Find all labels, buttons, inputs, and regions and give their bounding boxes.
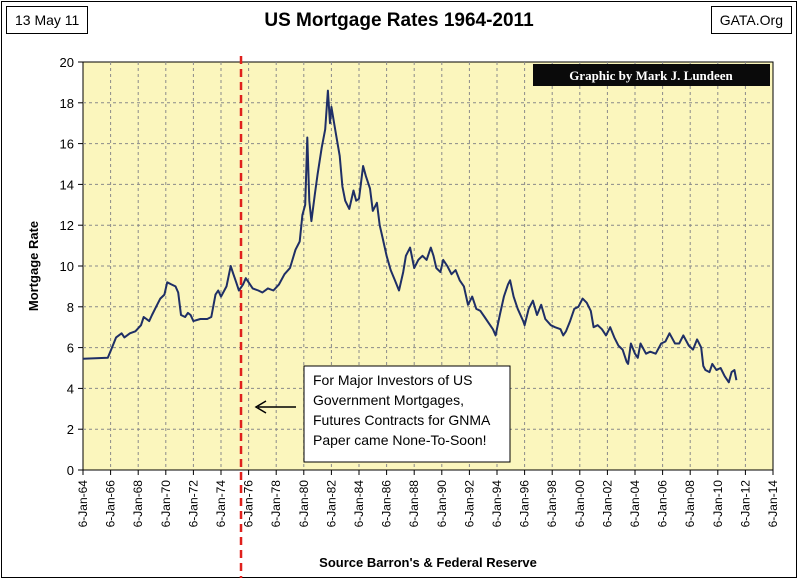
annotation-line-3: Futures Contracts for GNMA bbox=[313, 412, 491, 428]
y-tick-label: 18 bbox=[60, 96, 74, 111]
x-tick-label: 6-Jan-04 bbox=[628, 480, 642, 528]
y-tick-label: 4 bbox=[67, 381, 74, 396]
series-line bbox=[82, 89, 738, 384]
x-axis-title: Source Barron's & Federal Reserve bbox=[319, 555, 537, 570]
y-axis-title: Mortgage Rate bbox=[26, 221, 41, 311]
y-tick-label: 6 bbox=[67, 341, 74, 356]
x-tick-label: 6-Jan-76 bbox=[242, 480, 256, 528]
x-tick-label: 6-Jan-88 bbox=[407, 480, 421, 528]
x-tick-label: 6-Jan-68 bbox=[131, 480, 145, 528]
x-tick-label: 6-Jan-98 bbox=[545, 480, 559, 528]
y-tick-label: 10 bbox=[60, 259, 74, 274]
x-axis: 6-Jan-64 6-Jan-66 6-Jan-68 6-Jan-70 6-Jan-72… bbox=[76, 470, 780, 527]
x-tick-label: 6-Jan-66 bbox=[104, 480, 118, 528]
x-tick-label: 6-Jan-70 bbox=[159, 480, 173, 528]
x-tick-label: 6-Jan-02 bbox=[600, 480, 614, 528]
x-tick-label: 6-Jan-00 bbox=[573, 480, 587, 528]
y-tick-label: 2 bbox=[67, 422, 74, 437]
y-axis: 0 2 4 6 8 10 12 14 16 18 20 bbox=[60, 55, 83, 478]
x-tick-label: 6-Jan-74 bbox=[214, 480, 228, 528]
chart-title: US Mortgage Rates 1964-2011 bbox=[264, 10, 534, 31]
y-tick-label: 20 bbox=[60, 55, 74, 70]
y-tick-label: 8 bbox=[67, 300, 74, 315]
x-tick-label: 6-Jan-06 bbox=[656, 480, 670, 528]
x-tick-label: 6-Jan-12 bbox=[738, 480, 752, 528]
x-tick-label: 6-Jan-14 bbox=[766, 480, 780, 528]
x-tick-label: 6-Jan-78 bbox=[269, 480, 283, 528]
x-tick-label: 6-Jan-86 bbox=[380, 480, 394, 528]
y-tick-label: 14 bbox=[60, 177, 74, 192]
x-tick-label: 6-Jan-08 bbox=[683, 480, 697, 528]
site-label: GATA.Org bbox=[710, 6, 792, 34]
annotation-line-2: Government Mortgages, bbox=[313, 392, 464, 408]
y-tick-label: 12 bbox=[60, 218, 74, 233]
annotation-arrow bbox=[254, 400, 296, 414]
date-label: 13 May 11 bbox=[6, 6, 89, 34]
y-tick-label: 16 bbox=[60, 137, 74, 152]
x-tick-label: 6-Jan-84 bbox=[352, 480, 366, 528]
y-tick-label: 0 bbox=[67, 463, 74, 478]
credit-text: Graphic by Mark J. Lundeen bbox=[569, 68, 733, 83]
x-tick-label: 6-Jan-10 bbox=[711, 480, 725, 528]
annotation-line-1: For Major Investors of US bbox=[313, 372, 473, 388]
x-tick-label: 6-Jan-90 bbox=[435, 480, 449, 528]
x-tick-label: 6-Jan-82 bbox=[324, 480, 338, 528]
x-tick-label: 6-Jan-72 bbox=[186, 480, 200, 528]
credit-box: Graphic by Mark J. Lundeen bbox=[533, 64, 770, 86]
annotation-box: For Major Investors of US Government Mor… bbox=[303, 365, 511, 463]
x-tick-label: 6-Jan-94 bbox=[490, 480, 504, 528]
x-tick-label: 6-Jan-92 bbox=[462, 480, 476, 528]
x-tick-label: 6-Jan-96 bbox=[518, 480, 532, 528]
x-tick-label: 6-Jan-64 bbox=[76, 480, 90, 528]
annotation-line-4: Paper came None-To-Soon! bbox=[313, 432, 487, 448]
x-tick-label: 6-Jan-80 bbox=[297, 480, 311, 528]
